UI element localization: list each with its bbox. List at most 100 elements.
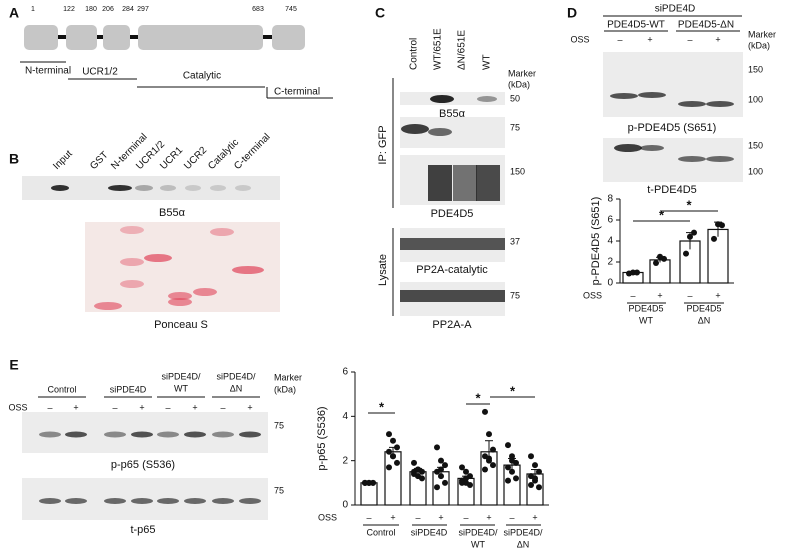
- blot-band: [135, 185, 153, 191]
- significance-mark: *: [659, 207, 665, 222]
- blot-band: [614, 144, 642, 152]
- oss-sign: +: [139, 402, 144, 412]
- blot-band: [706, 156, 734, 162]
- data-point: [459, 479, 465, 486]
- data-point: [509, 468, 515, 475]
- data-point: [505, 477, 511, 484]
- residue-number: 1: [31, 6, 35, 13]
- data-point: [411, 459, 417, 466]
- blot-label: B55α: [439, 108, 466, 120]
- blot-band: [94, 302, 122, 310]
- bar: [649, 259, 671, 284]
- blot-band: [185, 185, 201, 191]
- oss-sign: +: [247, 402, 252, 412]
- oss-sign: –: [687, 290, 692, 300]
- marker-unit: (kDa): [274, 384, 296, 394]
- blot-label: t-p65: [130, 524, 155, 536]
- blot-band: [477, 96, 497, 102]
- data-point: [459, 464, 465, 471]
- data-point: [711, 235, 717, 242]
- marker-value: 150: [510, 166, 525, 176]
- blot-band: [453, 165, 477, 201]
- data-point: [490, 462, 496, 469]
- group-label: PDE4D5: [686, 303, 721, 313]
- oss-sign: –: [463, 512, 468, 522]
- domain-box: [272, 25, 305, 50]
- group-label: Control: [47, 384, 76, 394]
- y-tick-label: 6: [607, 215, 613, 226]
- marker-value: 75: [510, 290, 520, 300]
- data-point: [691, 229, 697, 236]
- residue-number: 745: [285, 6, 297, 13]
- data-point: [438, 466, 444, 473]
- blot-band: [157, 431, 179, 438]
- data-point: [438, 473, 444, 480]
- blot-band: [65, 431, 87, 438]
- blot-band: [428, 165, 452, 201]
- lane-label: WT/651E: [433, 28, 444, 70]
- blot-band: [157, 498, 179, 504]
- data-point: [419, 475, 425, 482]
- oss-sign: +: [438, 512, 443, 522]
- blot-band: [232, 266, 264, 274]
- blot-band: [400, 290, 505, 302]
- blot-label: p-PDE4D5 (S651): [628, 122, 717, 134]
- blot-band: [210, 185, 226, 191]
- lane-label: Control: [409, 38, 420, 70]
- data-point: [442, 479, 448, 486]
- blot-band: [39, 431, 61, 438]
- oss-sign: +: [715, 290, 720, 300]
- blot-band: [168, 292, 192, 300]
- domain-box: [138, 25, 263, 50]
- blot-band: [104, 431, 126, 438]
- data-point: [486, 431, 492, 438]
- blot-band: [39, 498, 61, 504]
- group-label: ΔN: [517, 539, 530, 549]
- data-point: [394, 444, 400, 451]
- oss-label: OSS: [570, 34, 589, 44]
- marker-unit: (kDa): [748, 40, 770, 50]
- blot-band: [239, 498, 261, 504]
- marker-value: 37: [510, 236, 520, 246]
- blot-band: [239, 431, 261, 438]
- residue-number: 297: [137, 6, 149, 13]
- oss-sign: +: [73, 402, 78, 412]
- significance-mark: *: [686, 197, 692, 212]
- blot-band: [428, 128, 452, 136]
- data-point: [509, 453, 515, 460]
- significance-mark: *: [510, 383, 516, 398]
- y-tick-label: 2: [607, 257, 613, 268]
- blot-band: [212, 498, 234, 504]
- blot-label: t-PDE4D5: [647, 184, 697, 196]
- blot-band: [144, 254, 172, 262]
- data-point: [486, 455, 492, 462]
- data-point: [536, 484, 542, 491]
- panel-label: E: [9, 357, 18, 373]
- blot-band: [610, 93, 638, 99]
- data-point: [386, 431, 392, 438]
- data-point: [434, 444, 440, 451]
- data-point: [661, 255, 667, 262]
- panel-label: C: [375, 5, 385, 21]
- data-point: [687, 233, 693, 240]
- data-point: [438, 457, 444, 464]
- blot-band: [235, 185, 251, 191]
- blot-band: [108, 185, 132, 191]
- oss-sign: –: [687, 34, 692, 44]
- data-point: [415, 466, 421, 473]
- data-point: [528, 453, 534, 460]
- residue-number: 683: [252, 6, 264, 13]
- data-point: [390, 437, 396, 444]
- oss-sign: –: [165, 402, 170, 412]
- data-point: [528, 482, 534, 489]
- blot-band: [430, 95, 454, 103]
- residue-number: 180: [85, 6, 97, 13]
- region-label: UCR1/2: [82, 67, 118, 78]
- blot-band: [184, 431, 206, 438]
- marker-value: 100: [748, 166, 763, 176]
- marker-label: Marker: [748, 29, 776, 39]
- oss-sign: +: [657, 290, 662, 300]
- data-point: [390, 453, 396, 460]
- lane-label: WT: [482, 54, 493, 70]
